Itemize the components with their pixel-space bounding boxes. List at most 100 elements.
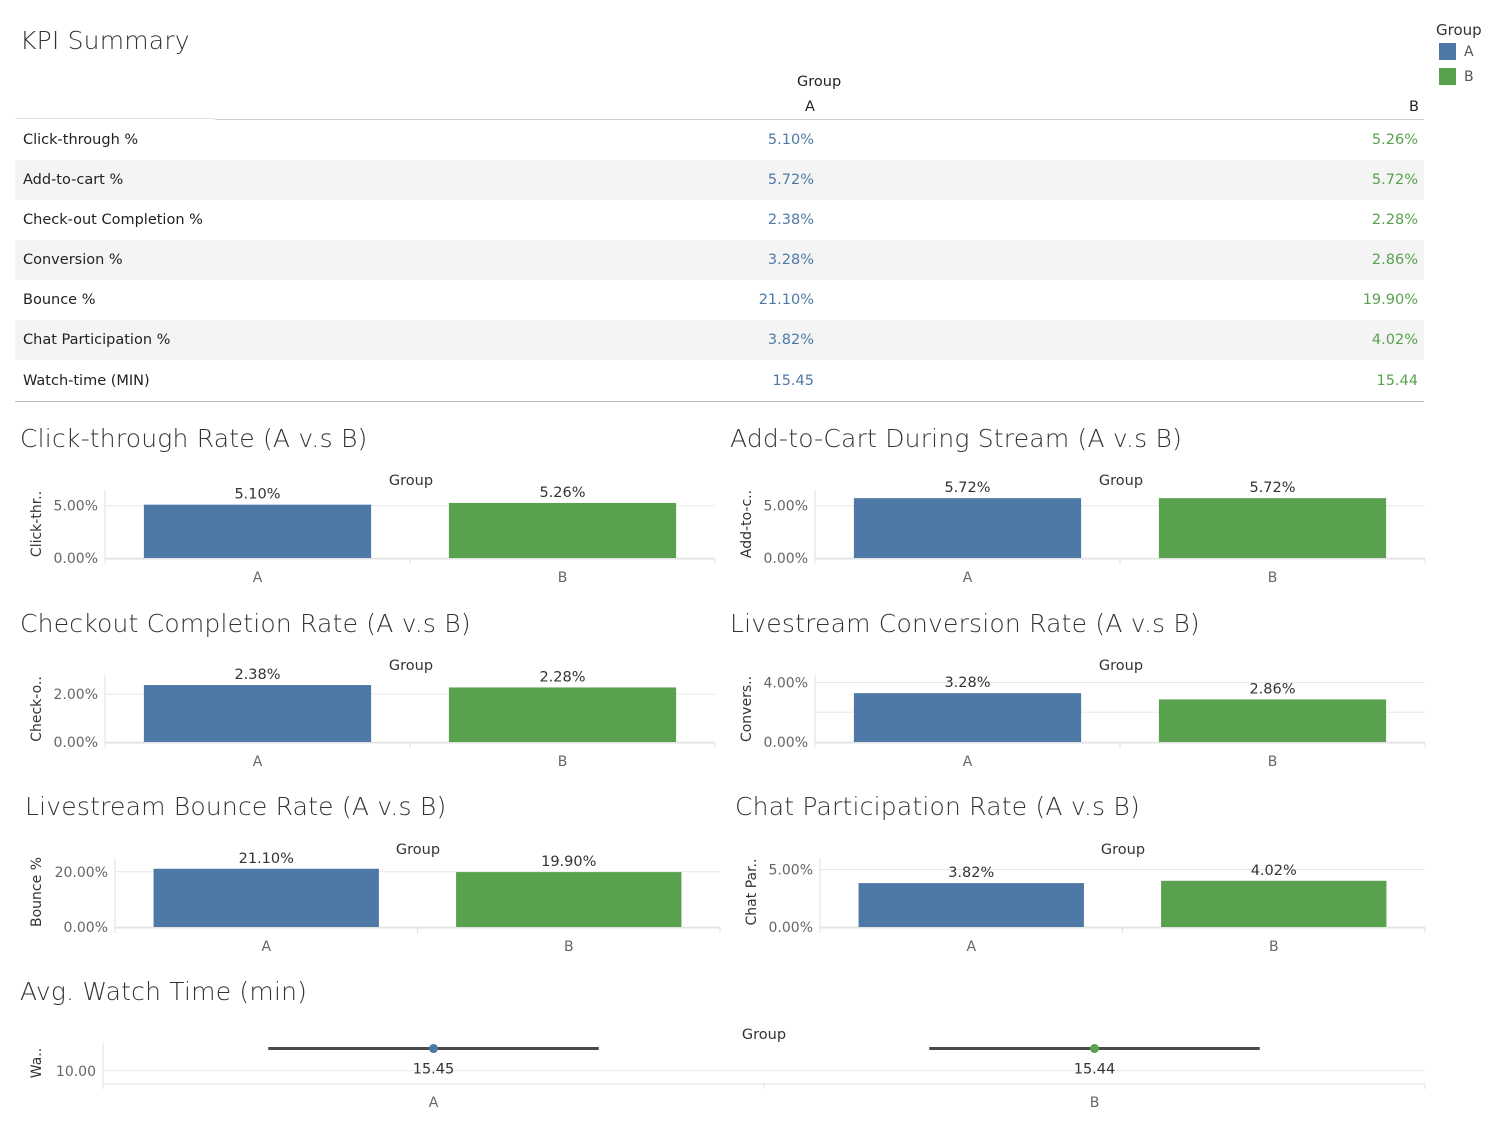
chart-bar-b bbox=[1158, 498, 1387, 558]
chart-x-tick-label: A bbox=[261, 939, 271, 955]
legend-item-b[interactable]: B bbox=[1439, 68, 1474, 85]
chart-bar-b bbox=[1158, 699, 1387, 742]
kpi-value-b: 19.90% bbox=[1362, 292, 1418, 308]
kpi-group-header: Group bbox=[797, 74, 842, 90]
chart-data-label: 2.28% bbox=[539, 669, 585, 685]
chart-x-tick-label: B bbox=[1268, 570, 1278, 586]
chart-data-label: 5.72% bbox=[1249, 480, 1295, 496]
kpi-value-b: 5.72% bbox=[1371, 172, 1418, 188]
kpi-header-divider-left bbox=[15, 118, 215, 119]
chart-y-tick-label: 5.00% bbox=[764, 499, 808, 515]
kpi-value-a: 15.45 bbox=[772, 373, 814, 389]
kpi-summary-title: KPI Summary bbox=[20, 26, 190, 55]
legend-swatch-a bbox=[1439, 43, 1456, 60]
chart-bar-a bbox=[853, 693, 1082, 742]
chart-x-tick-label: A bbox=[966, 939, 976, 955]
chart-group-label: Group bbox=[1099, 658, 1143, 674]
chart-bar-a bbox=[858, 883, 1084, 927]
chart-y-axis-label: Add-to-c.. bbox=[739, 490, 755, 558]
kpi-value-a: 2.38% bbox=[767, 212, 814, 228]
chart-x-tick-label: A bbox=[429, 1095, 439, 1111]
kpi-row-label: Add-to-cart % bbox=[23, 172, 124, 188]
chart-x-tick-label: A bbox=[253, 754, 263, 770]
chart-data-label: 3.82% bbox=[948, 865, 994, 881]
kpi-value-b: 5.26% bbox=[1371, 132, 1418, 148]
chart-y-tick-label: 0.00% bbox=[764, 735, 808, 751]
chart-bar-a bbox=[143, 504, 372, 558]
chart-bar-b bbox=[448, 502, 677, 558]
kpi-value-a: 5.10% bbox=[767, 132, 814, 148]
kpi-row: Bounce % 21.10% 19.90% bbox=[15, 280, 1424, 320]
legend-title: Group bbox=[1436, 21, 1482, 39]
chart-y-tick-label: 0.00% bbox=[54, 551, 98, 567]
kpi-row: Check-out Completion % 2.38% 2.28% bbox=[15, 200, 1424, 240]
chart-y-tick-label: 5.00% bbox=[54, 499, 98, 515]
chart-bar-a bbox=[143, 685, 372, 742]
kpi-row-label: Conversion % bbox=[23, 252, 123, 268]
chart-x-tick-label: A bbox=[963, 570, 973, 586]
chart-title-atc: Add-to-Cart During Stream (A v.s B) bbox=[730, 424, 1183, 453]
chart-data-label: 5.10% bbox=[234, 487, 280, 503]
chart-x-tick-label: B bbox=[564, 939, 574, 955]
chart-group-label: Group bbox=[742, 1027, 786, 1043]
legend-label-b: B bbox=[1464, 68, 1474, 85]
kpi-value-a: 3.82% bbox=[767, 332, 814, 348]
chart-y-axis-label: Convers.. bbox=[739, 676, 755, 742]
kpi-col-a-header: A bbox=[805, 99, 815, 115]
chart-y-axis-label: Chat Par.. bbox=[744, 859, 760, 926]
chart-data-label: 15.44 bbox=[1074, 1062, 1116, 1078]
chart-data-label: 15.45 bbox=[413, 1062, 455, 1078]
chart-data-label: 2.38% bbox=[234, 667, 280, 683]
chart-data-label: 4.02% bbox=[1251, 863, 1297, 879]
kpi-row-label: Check-out Completion % bbox=[23, 212, 203, 228]
chart-y-tick-label: 10.00 bbox=[56, 1064, 96, 1080]
chart-title-checkout: Checkout Completion Rate (A v.s B) bbox=[20, 609, 471, 638]
chart-y-tick-label: 20.00% bbox=[55, 865, 108, 881]
kpi-row-label: Watch-time (MIN) bbox=[23, 373, 150, 389]
chart-x-tick-label: B bbox=[1269, 939, 1279, 955]
chart-y-axis-label: Bounce % bbox=[29, 857, 45, 927]
kpi-row: Chat Participation % 3.82% 4.02% bbox=[15, 320, 1424, 360]
kpi-value-b: 2.28% bbox=[1371, 212, 1418, 228]
chart-y-tick-label: 0.00% bbox=[64, 920, 108, 936]
chart-title-ctr: Click-through Rate (A v.s B) bbox=[20, 424, 368, 453]
kpi-row: Conversion % 3.28% 2.86% bbox=[15, 240, 1424, 280]
chart-y-tick-label: 2.00% bbox=[54, 687, 98, 703]
kpi-value-a: 21.10% bbox=[758, 292, 814, 308]
legend-label-a: A bbox=[1464, 43, 1474, 60]
chart-group-label: Group bbox=[396, 842, 440, 858]
chart-group-label: Group bbox=[1099, 473, 1143, 489]
chart-x-tick-label: B bbox=[558, 754, 568, 770]
chart-bar-b bbox=[1161, 880, 1387, 927]
chart-data-label: 19.90% bbox=[541, 854, 596, 870]
chart-data-label: 5.72% bbox=[944, 480, 990, 496]
kpi-row: Add-to-cart % 5.72% 5.72% bbox=[15, 160, 1424, 200]
kpi-row-label: Click-through % bbox=[23, 132, 139, 148]
chart-group-label: Group bbox=[389, 658, 433, 674]
kpi-row: Click-through % 5.10% 5.26% bbox=[15, 120, 1424, 160]
kpi-row-label: Chat Participation % bbox=[23, 332, 171, 348]
kpi-row: Watch-time (MIN) 15.45 15.44 bbox=[15, 361, 1424, 401]
chart-y-axis-label: Check-o.. bbox=[29, 676, 45, 742]
chart-title-watch: Avg. Watch Time (min) bbox=[20, 977, 308, 1006]
chart-title-conversion: Livestream Conversion Rate (A v.s B) bbox=[730, 609, 1200, 638]
legend-item-a[interactable]: A bbox=[1439, 43, 1474, 60]
chart-data-label: 2.86% bbox=[1249, 681, 1295, 697]
kpi-col-b-header: B bbox=[1409, 99, 1419, 115]
chart-point-a bbox=[429, 1044, 438, 1054]
chart-y-tick-label: 4.00% bbox=[764, 675, 808, 691]
chart-y-tick-label: 0.00% bbox=[764, 551, 808, 567]
chart-x-tick-label: A bbox=[963, 754, 973, 770]
legend-swatch-b bbox=[1439, 68, 1456, 85]
chart-y-tick-label: 5.00% bbox=[769, 863, 813, 879]
kpi-value-b: 2.86% bbox=[1371, 252, 1418, 268]
chart-data-label: 3.28% bbox=[944, 675, 990, 691]
chart-x-tick-label: B bbox=[1268, 754, 1278, 770]
kpi-value-b: 4.02% bbox=[1371, 332, 1418, 348]
chart-y-tick-label: 0.00% bbox=[54, 735, 98, 751]
chart-data-label: 21.10% bbox=[239, 851, 294, 867]
chart-point-b bbox=[1090, 1044, 1099, 1054]
kpi-value-a: 3.28% bbox=[767, 252, 814, 268]
kpi-row-label: Bounce % bbox=[23, 292, 96, 308]
